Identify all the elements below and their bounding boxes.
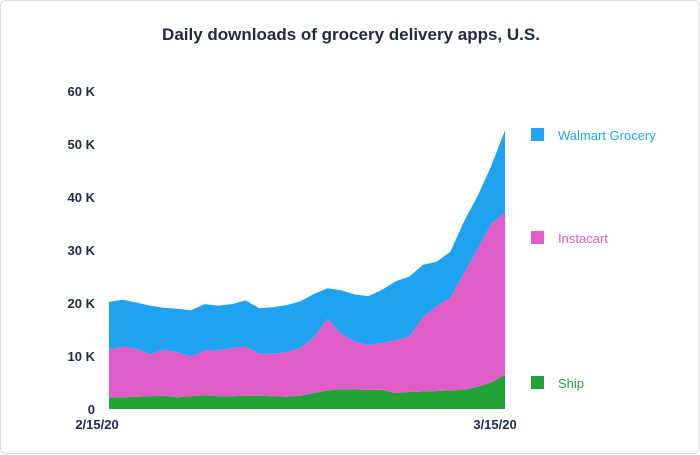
area-instacart (109, 212, 505, 398)
x-tick-label-end: 3/15/20 (473, 417, 516, 432)
y-tick-label: 10 K (68, 349, 96, 364)
y-tick-label: 30 K (68, 243, 96, 258)
legend-label-instacart: Instacart (558, 231, 608, 246)
y-tick-label: 20 K (68, 296, 96, 311)
legend-swatch-instacart (531, 231, 544, 244)
area-walmart-grocery (109, 130, 505, 357)
legend-swatch-ship (531, 376, 544, 389)
area-ship (109, 374, 505, 409)
legend-swatch-walmart-grocery (531, 128, 544, 141)
y-tick-label: 60 K (68, 84, 96, 99)
y-tick-label: 0 (88, 402, 95, 417)
x-tick-label-start: 2/15/20 (75, 417, 118, 432)
y-tick-label: 40 K (68, 190, 96, 205)
legend-label-walmart-grocery: Walmart Grocery (558, 128, 656, 143)
chart-title: Daily downloads of grocery delivery apps… (162, 25, 540, 44)
legend-label-ship: Ship (558, 376, 584, 391)
y-tick-label: 50 K (68, 137, 96, 152)
